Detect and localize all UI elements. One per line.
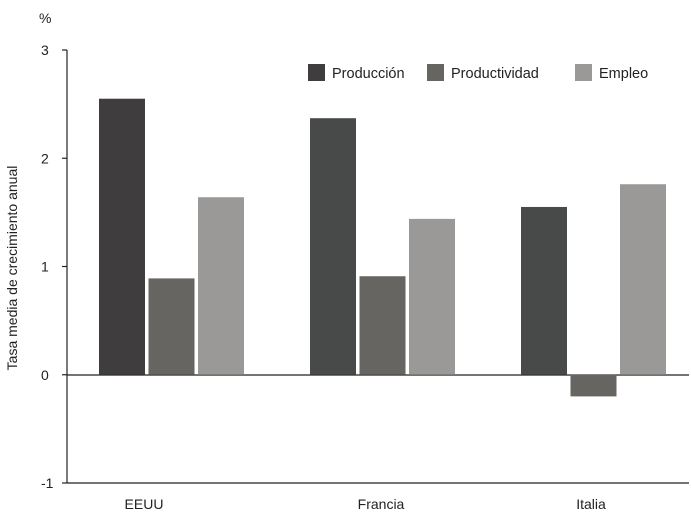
category-label: Italia <box>576 496 606 512</box>
bar-eeuu-3 <box>198 197 244 375</box>
y-tick-label: 1 <box>41 259 49 275</box>
legend: Producción Productividad Empleo <box>308 64 648 82</box>
bar-eeuu-2 <box>148 278 195 375</box>
category-label: EEUU <box>125 496 164 512</box>
y-axis-title: Tasa media de crecimiento anual <box>4 166 20 371</box>
bar-francia-3 <box>409 218 455 375</box>
bar-francia-2 <box>359 276 406 375</box>
legend-label: Producción <box>332 66 405 82</box>
legend-label: Empleo <box>599 66 648 82</box>
y-tick-label: 2 <box>41 150 49 166</box>
category-label: Francia <box>358 496 405 512</box>
bars <box>99 98 666 397</box>
legend-swatch <box>308 64 325 81</box>
bar-italia-2 <box>570 374 617 397</box>
category-labels: EEUU Francia Italia <box>125 496 606 512</box>
bar-eeuu-1 <box>99 98 145 375</box>
legend-swatch <box>427 64 444 81</box>
bar-italia-1 <box>521 206 567 375</box>
y-unit-label: % <box>39 10 51 26</box>
legend-swatch <box>575 64 592 81</box>
bar-italia-3 <box>620 184 666 375</box>
legend-label: Productividad <box>451 66 539 82</box>
y-tick-label: 0 <box>41 367 49 383</box>
y-tick-label: 3 <box>41 42 49 58</box>
bar-francia-1 <box>310 118 356 375</box>
y-ticks: -1 0 1 2 3 <box>41 42 67 491</box>
y-tick-label: -1 <box>41 475 54 491</box>
